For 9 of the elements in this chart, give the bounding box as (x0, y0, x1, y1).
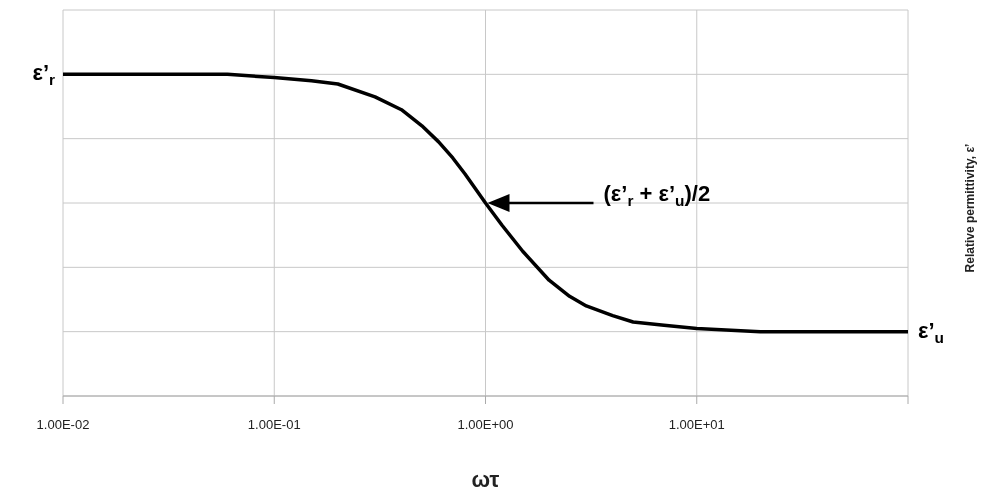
x-tick-label: 1.00E-01 (247, 417, 301, 433)
annotation: (ε’$_{r}$ + ε’$_{u}$)/2 (603, 181, 711, 209)
x-tick-label: 1.00E+01 (668, 417, 725, 433)
x-axis-title: ωτ (471, 467, 500, 492)
annotation: ε’$_{r}$ (32, 60, 55, 88)
x-tick-label: 1.00E+00 (457, 417, 514, 433)
x-tick-label: 1.00E-02 (36, 417, 90, 433)
annotation: ε’$_{u}$ (918, 317, 944, 346)
text: Relative permittivity, ε’ (963, 143, 977, 273)
